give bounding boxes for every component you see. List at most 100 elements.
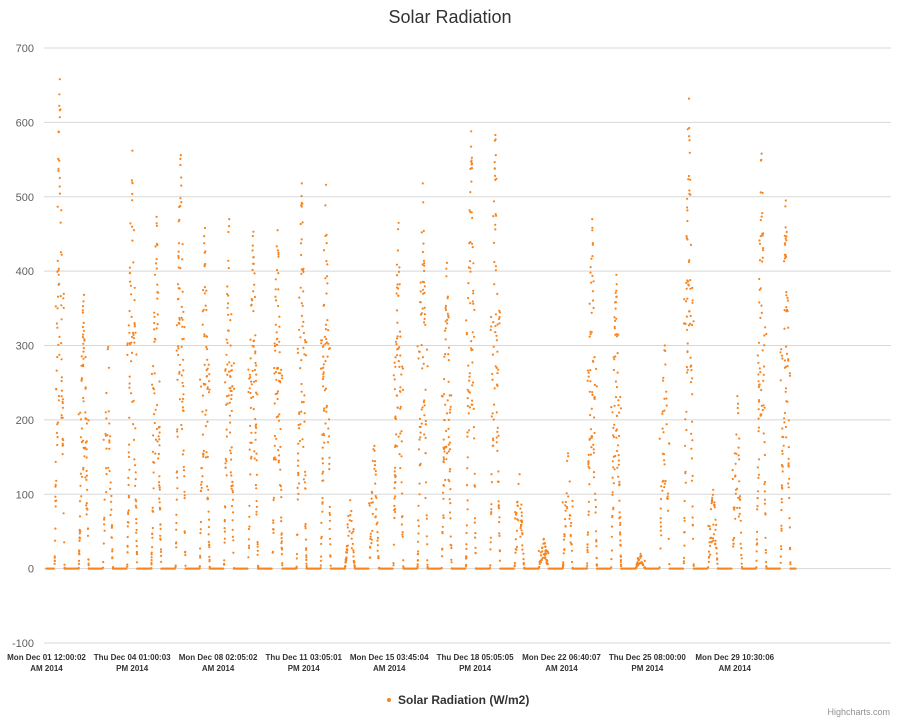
data-point[interactable] <box>158 438 161 441</box>
data-point[interactable] <box>566 507 569 510</box>
data-point[interactable] <box>398 365 401 368</box>
data-point[interactable] <box>345 559 348 562</box>
data-point[interactable] <box>417 550 420 553</box>
data-point[interactable] <box>82 300 85 303</box>
data-point[interactable] <box>151 526 154 530</box>
data-point[interactable] <box>787 482 790 485</box>
data-point[interactable] <box>474 552 477 555</box>
data-point[interactable] <box>543 552 547 556</box>
data-point[interactable] <box>498 309 501 312</box>
data-point[interactable] <box>250 383 253 386</box>
data-point[interactable] <box>230 474 233 477</box>
data-point[interactable] <box>489 564 492 567</box>
data-point[interactable] <box>208 380 211 383</box>
data-point[interactable] <box>134 478 137 481</box>
data-point[interactable] <box>231 535 234 538</box>
data-point[interactable] <box>278 419 281 422</box>
data-point[interactable] <box>56 443 59 447</box>
data-point[interactable] <box>278 413 281 416</box>
data-point[interactable] <box>153 328 156 331</box>
data-point[interactable] <box>519 527 522 530</box>
data-point[interactable] <box>467 282 470 285</box>
data-point[interactable] <box>353 564 356 567</box>
data-point[interactable] <box>323 407 326 410</box>
data-point[interactable] <box>270 567 273 570</box>
data-point[interactable] <box>248 515 251 518</box>
data-point[interactable] <box>538 560 541 563</box>
data-point[interactable] <box>111 548 114 551</box>
data-point[interactable] <box>470 160 473 163</box>
data-point[interactable] <box>425 348 429 351</box>
data-point[interactable] <box>181 427 184 431</box>
data-point[interactable] <box>780 486 784 489</box>
data-point[interactable] <box>465 555 468 558</box>
data-point[interactable] <box>55 369 58 372</box>
data-point[interactable] <box>303 353 306 356</box>
data-point[interactable] <box>756 466 759 469</box>
data-point[interactable] <box>489 548 492 551</box>
data-point[interactable] <box>158 380 161 383</box>
data-point[interactable] <box>324 323 328 326</box>
data-point[interactable] <box>305 562 308 565</box>
data-point[interactable] <box>593 383 597 386</box>
data-point[interactable] <box>256 543 259 546</box>
data-point[interactable] <box>135 518 138 521</box>
data-point[interactable] <box>392 564 395 567</box>
data-point[interactable] <box>396 321 399 324</box>
data-point[interactable] <box>182 310 185 313</box>
data-point[interactable] <box>471 331 474 334</box>
data-point[interactable] <box>396 348 399 351</box>
data-point[interactable] <box>593 356 596 359</box>
data-point[interactable] <box>393 481 396 484</box>
data-point[interactable] <box>321 462 324 465</box>
data-point[interactable] <box>103 516 106 519</box>
data-point[interactable] <box>232 551 235 554</box>
data-point[interactable] <box>448 480 451 483</box>
data-point[interactable] <box>277 253 280 256</box>
data-point[interactable] <box>301 325 304 328</box>
data-point[interactable] <box>274 295 277 298</box>
data-point[interactable] <box>300 359 303 362</box>
data-point[interactable] <box>519 523 523 527</box>
data-point[interactable] <box>491 372 494 376</box>
data-point[interactable] <box>512 567 515 570</box>
data-point[interactable] <box>247 390 250 394</box>
data-point[interactable] <box>562 552 565 555</box>
data-point[interactable] <box>255 473 258 476</box>
data-point[interactable] <box>424 496 427 500</box>
data-point[interactable] <box>128 375 131 378</box>
data-point[interactable] <box>135 551 138 554</box>
data-point[interactable] <box>249 357 252 360</box>
data-point[interactable] <box>231 480 234 483</box>
data-point[interactable] <box>450 567 453 570</box>
data-point[interactable] <box>589 369 592 372</box>
data-point[interactable] <box>594 530 598 533</box>
data-point[interactable] <box>783 417 786 420</box>
data-point[interactable] <box>422 401 425 404</box>
data-point[interactable] <box>668 563 671 566</box>
data-point[interactable] <box>417 532 420 535</box>
data-point[interactable] <box>516 518 519 521</box>
data-point[interactable] <box>160 560 163 563</box>
data-point[interactable] <box>758 242 762 245</box>
data-point[interactable] <box>785 352 789 355</box>
data-point[interactable] <box>78 539 81 543</box>
data-point[interactable] <box>272 458 276 461</box>
data-point[interactable] <box>80 475 83 478</box>
data-point[interactable] <box>105 491 108 494</box>
data-point[interactable] <box>255 373 258 376</box>
data-point[interactable] <box>280 540 283 543</box>
data-point[interactable] <box>708 544 712 548</box>
data-point[interactable] <box>58 185 61 188</box>
data-point[interactable] <box>494 178 497 181</box>
data-point[interactable] <box>490 415 493 418</box>
data-point[interactable] <box>200 483 203 486</box>
data-point[interactable] <box>370 497 373 500</box>
data-point[interactable] <box>489 536 492 539</box>
data-point[interactable] <box>128 382 131 385</box>
data-point[interactable] <box>660 534 663 537</box>
data-point[interactable] <box>418 417 421 420</box>
data-point[interactable] <box>496 372 499 375</box>
data-point[interactable] <box>256 545 259 548</box>
data-point[interactable] <box>619 523 622 527</box>
